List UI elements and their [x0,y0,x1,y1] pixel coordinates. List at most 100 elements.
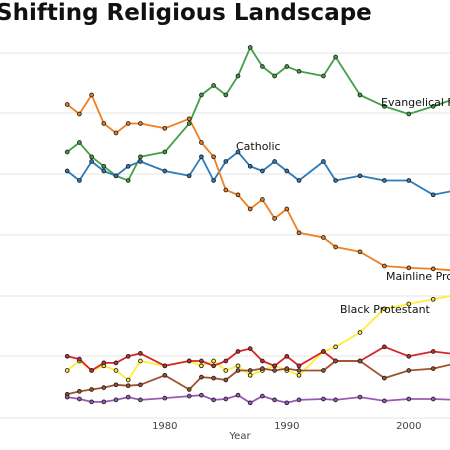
point-evangelical-protestant [89,154,94,160]
point-mainline-protestant [382,263,387,269]
point-jewish [247,400,253,406]
point-mainline-protestant [357,249,363,255]
point-jewish [430,396,436,402]
point-catholic [138,159,143,164]
chart-title: Shifting Religious Landscape [0,0,372,26]
point-catholic [64,168,70,174]
point-jewish [186,393,192,399]
point-black-protestant [284,353,290,359]
point-jewish [382,398,387,404]
point-other-faith [357,358,363,364]
point-catholic [247,163,253,169]
point-evangelical-protestant [125,178,131,183]
point-evangelical-protestant [162,149,168,155]
point-evangelical-protestant [260,64,265,69]
point-mainline-protestant [296,230,302,236]
point-black-protestant [211,363,216,369]
series-label-mainline-protestant: Mainline Pro [386,270,450,283]
point-evangelical-protestant [223,92,229,98]
point-unaffiliated [247,372,253,378]
point-unaffiliated [406,301,412,307]
point-black-protestant [272,363,277,369]
point-evangelical-protestant [247,45,253,50]
point-jewish [406,396,412,402]
point-jewish [296,397,302,403]
point-black-protestant [89,368,94,373]
point-mainline-protestant [260,197,265,202]
point-jewish [223,396,229,402]
point-other-faith [272,368,277,373]
point-other-faith [247,368,253,373]
point-mainline-protestant [138,121,143,126]
point-black-protestant [186,358,192,364]
point-mainline-protestant [223,187,229,193]
point-mainline-protestant [113,130,119,136]
point-evangelical-protestant [382,104,387,109]
point-black-protestant [247,346,253,351]
point-jewish [284,400,290,406]
point-other-faith [186,387,192,392]
point-catholic [199,154,204,160]
point-jewish [211,397,216,403]
x-axis-title: Year [228,431,251,442]
point-black-protestant [162,363,168,369]
point-evangelical-protestant [138,154,143,160]
point-evangelical-protestant [333,54,338,60]
point-mainline-protestant [125,121,131,126]
point-catholic [333,178,338,183]
point-other-faith [223,377,229,383]
point-evangelical-protestant [199,92,204,98]
point-mainline-protestant [321,235,326,240]
point-jewish [125,394,131,400]
point-mainline-protestant [89,92,94,98]
point-catholic [272,159,277,164]
point-unaffiliated [223,368,229,373]
point-other-faith [260,366,265,371]
point-other-faith [406,368,412,373]
point-mainline-protestant [162,125,168,131]
point-black-protestant [296,363,302,369]
point-mainline-protestant [77,111,82,117]
point-black-protestant [77,356,82,362]
point-jewish [89,399,94,405]
point-other-faith [211,375,216,381]
x-tick-label: 2000 [396,421,421,432]
point-evangelical-protestant [272,73,277,79]
point-unaffiliated [357,330,363,335]
point-jewish [101,399,107,405]
point-mainline-protestant [235,192,241,198]
point-catholic [113,173,119,179]
series-line-mainline-protestant [66,94,450,272]
point-jewish [321,396,326,402]
point-other-faith [113,382,119,388]
point-unaffiliated [333,344,338,350]
point-black-protestant [406,353,412,359]
point-evangelical-protestant [406,111,412,117]
point-evangelical-protestant [211,83,216,88]
point-jewish [235,392,241,398]
point-black-protestant [138,351,143,356]
point-unaffiliated [125,377,131,383]
point-catholic [77,178,82,183]
point-evangelical-protestant [64,149,70,155]
series-label-catholic: Catholic [236,140,281,153]
point-unaffiliated [113,368,119,373]
point-black-protestant [125,353,131,359]
point-catholic [162,168,168,174]
point-other-faith [125,383,131,389]
point-jewish [113,397,119,403]
series-line-jewish [67,394,450,404]
point-other-faith [321,368,326,373]
point-other-faith [101,385,107,390]
point-other-faith [162,372,168,378]
point-catholic [235,149,241,155]
point-catholic [357,173,363,179]
point-other-faith [235,368,241,373]
x-axis-ticks: 1980199020002010 [152,421,421,432]
point-black-protestant [113,360,119,366]
series-line-unaffiliated [66,295,450,381]
series-line-black-protestant [66,345,450,372]
point-black-protestant [223,358,229,364]
point-jewish [272,397,277,403]
